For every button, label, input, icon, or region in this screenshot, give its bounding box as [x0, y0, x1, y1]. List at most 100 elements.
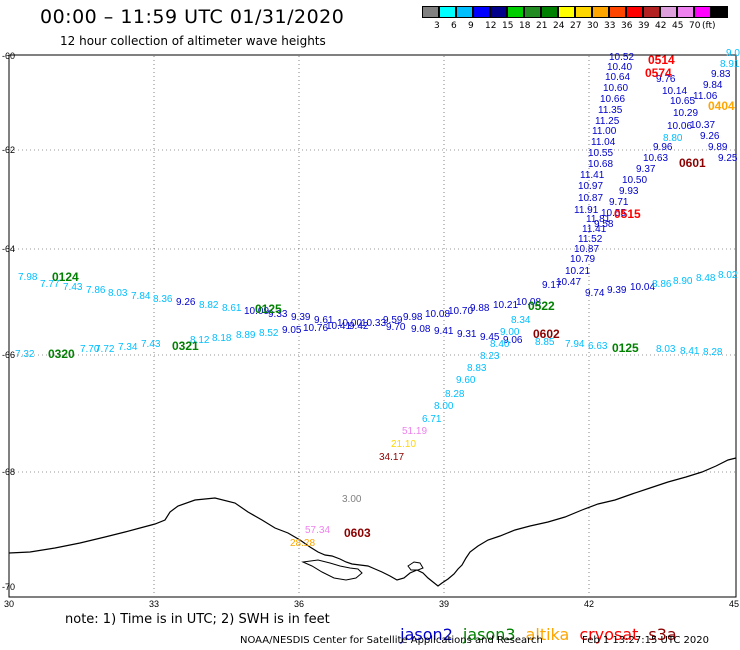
wave-height-value: 10.70 [448, 306, 473, 317]
wave-height-value: 8.40 [490, 339, 510, 350]
wave-height-value: 8.82 [199, 300, 219, 311]
wave-height-value: 8.80 [663, 133, 683, 144]
page-title: 00:00 – 11:59 UTC 01/31/2020 [40, 6, 345, 28]
wave-height-value: 10.06 [667, 121, 692, 132]
wave-height-value: 10.41 [326, 321, 351, 332]
wave-height-value: 8.91 [720, 59, 740, 70]
legend-label: 45 [672, 21, 684, 31]
coastline-inlet [301, 559, 363, 581]
legend-label: 27 [570, 21, 582, 31]
wave-height-value: 11.91 [574, 205, 599, 216]
wave-height-value: 9.41 [434, 326, 454, 337]
page-subtitle: 12 hour collection of altimeter wave hei… [60, 34, 326, 48]
track-time-label: 0603 [344, 526, 371, 540]
track-time-label: 0321 [172, 339, 199, 353]
wave-height-value: 11.52 [578, 234, 603, 245]
legend-swatch [439, 6, 456, 18]
wave-height-value: 8.03 [108, 288, 128, 299]
wave-height-value: 10.87 [574, 244, 599, 255]
wave-height-value: 9.96 [653, 142, 673, 153]
wave-height-value: 9.45 [480, 332, 500, 343]
wave-height-value: 10.04 [630, 282, 655, 293]
legend-swatch [643, 6, 660, 18]
legend-swatch [609, 6, 626, 18]
wave-height-value: 7.32 [15, 349, 35, 360]
wave-height-value: 9.25 [718, 153, 738, 164]
wave-height-value: 9.39 [607, 285, 627, 296]
wave-height-value: 10.68 [588, 159, 613, 170]
wave-height-value: 10.00 [337, 318, 362, 329]
wave-height-value: 9.42 [349, 321, 369, 332]
wave-height-value: 9.33 [268, 309, 288, 320]
wave-height-value: 9.39 [291, 312, 311, 323]
wave-height-value: 9.58 [594, 219, 614, 230]
wave-height-value: 10.37 [690, 120, 715, 131]
lat-label: -66 [2, 350, 15, 360]
legend-swatch [541, 6, 558, 18]
legend-swatch [711, 6, 728, 18]
track-time-label: 0320 [48, 347, 75, 361]
legend-swatch [422, 6, 439, 18]
wave-height-value: 9.60 [456, 375, 476, 386]
wave-height-value: 10.65 [670, 96, 695, 107]
wave-height-value: 9.98 [403, 312, 423, 323]
wave-height-value: 10.55 [588, 148, 613, 159]
wave-height-value: 10.79 [570, 254, 595, 265]
legend-label: 33 [604, 21, 616, 31]
wave-height-value: 9.93 [619, 186, 639, 197]
wave-height-value: 10.09 [244, 306, 269, 317]
legend-label: 15 [502, 21, 514, 31]
wave-height-value: 10.29 [673, 108, 698, 119]
wave-height-value: 7.86 [86, 285, 106, 296]
wave-height-value: 8.90 [673, 276, 693, 287]
color-scale-legend [422, 6, 728, 18]
track-time-label: 0514 [648, 53, 675, 67]
coastline-islet [407, 561, 424, 571]
lat-label: -60 [2, 51, 15, 61]
wave-height-value: 8.52 [259, 328, 279, 339]
wave-height-value: 9.17 [542, 280, 562, 291]
legend-swatch [558, 6, 575, 18]
wave-height-value: 8.83 [467, 363, 487, 374]
wave-height-value: 8.36 [153, 294, 173, 305]
legend-swatch [575, 6, 592, 18]
legend-label: 30 [587, 21, 599, 31]
track-time-label: 0124 [52, 270, 79, 284]
lon-label: 33 [149, 599, 159, 609]
wave-height-value: 9.76 [656, 74, 676, 85]
wave-height-value: 10.64 [605, 72, 630, 83]
wave-height-value: 11.41 [580, 170, 605, 181]
legend-swatch [524, 6, 541, 18]
wave-height-value: 8.18 [212, 333, 232, 344]
track-time-labels: 0124 0125 0321 0320 0522 0125 0602 0603 0601 0514… [48, 53, 735, 540]
wave-height-value: 8.61 [222, 303, 242, 314]
wave-height-value: 7.72 [95, 344, 115, 355]
wave-height-value: 9.00 [500, 327, 520, 338]
wave-height-value: 9.89 [708, 142, 728, 153]
legend-label: 6 [451, 21, 457, 31]
track-time-label: 0515 [614, 207, 641, 221]
wave-height-value: 21.10 [391, 439, 416, 450]
wave-height-value: 9.74 [585, 288, 605, 299]
wave-height-value: 9.83 [711, 69, 731, 80]
lon-label: 45 [729, 599, 739, 609]
wave-height-value: 10.76 [303, 323, 328, 334]
wave-height-value: 9.37 [636, 164, 656, 175]
legend-swatch [456, 6, 473, 18]
wave-height-value: 9.26 [700, 131, 720, 142]
wave-height-value: 9.61 [314, 315, 334, 326]
wave-height-value: 10.60 [603, 83, 628, 94]
legend-swatch [473, 6, 490, 18]
lon-label: 39 [439, 599, 449, 609]
legend-label: 24 [553, 21, 565, 31]
legend-swatch [592, 6, 609, 18]
wave-height-value: 8.28 [703, 347, 723, 358]
wave-height-value: 8.02 [718, 270, 738, 281]
wave-height-value: 8.12 [190, 335, 210, 346]
legend-swatch [507, 6, 524, 18]
lat-label: -64 [2, 244, 15, 254]
wave-height-value: 7.34 [118, 342, 138, 353]
wave-height-value: 8.00 [434, 401, 454, 412]
wave-height-value: 10.63 [643, 153, 668, 164]
wave-height-value: 11.00 [592, 126, 617, 137]
